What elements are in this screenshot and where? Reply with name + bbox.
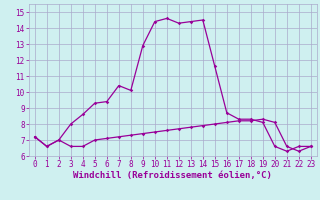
X-axis label: Windchill (Refroidissement éolien,°C): Windchill (Refroidissement éolien,°C) [73, 171, 272, 180]
